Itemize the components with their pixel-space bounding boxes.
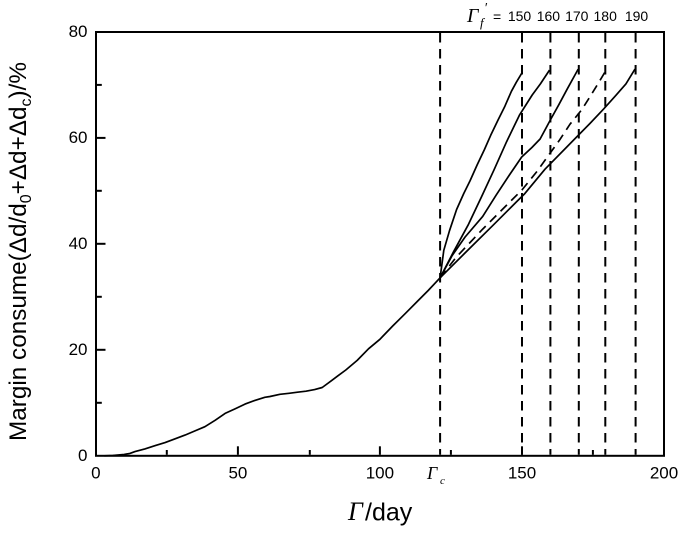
svg-text:150: 150 <box>508 464 536 483</box>
svg-text:60: 60 <box>69 128 88 147</box>
svg-text:′: ′ <box>485 0 488 15</box>
svg-text:50: 50 <box>228 464 247 483</box>
svg-text:Γ: Γ <box>347 497 364 526</box>
svg-text:=: = <box>493 9 501 25</box>
svg-text:200: 200 <box>650 464 678 483</box>
svg-text:160: 160 <box>537 8 561 24</box>
svg-text:80: 80 <box>69 22 88 41</box>
svg-text:0: 0 <box>91 464 100 483</box>
svg-text:100: 100 <box>366 464 394 483</box>
svg-text:40: 40 <box>69 234 88 253</box>
svg-text:f: f <box>480 15 486 30</box>
svg-text:Γ: Γ <box>426 463 438 483</box>
svg-text:c: c <box>440 475 445 487</box>
svg-text:20: 20 <box>69 340 88 359</box>
svg-text:150: 150 <box>508 8 532 24</box>
svg-text:Margin consume(Δd/d0+Δd+Δdc)/%: Margin consume(Δd/d0+Δd+Δdc)/% <box>5 62 35 441</box>
svg-text:0: 0 <box>78 446 87 465</box>
svg-text:170: 170 <box>565 8 589 24</box>
svg-text:/day: /day <box>365 499 413 527</box>
svg-text:180: 180 <box>594 8 618 24</box>
svg-text:190: 190 <box>625 8 649 24</box>
svg-text:Γ: Γ <box>466 5 480 27</box>
